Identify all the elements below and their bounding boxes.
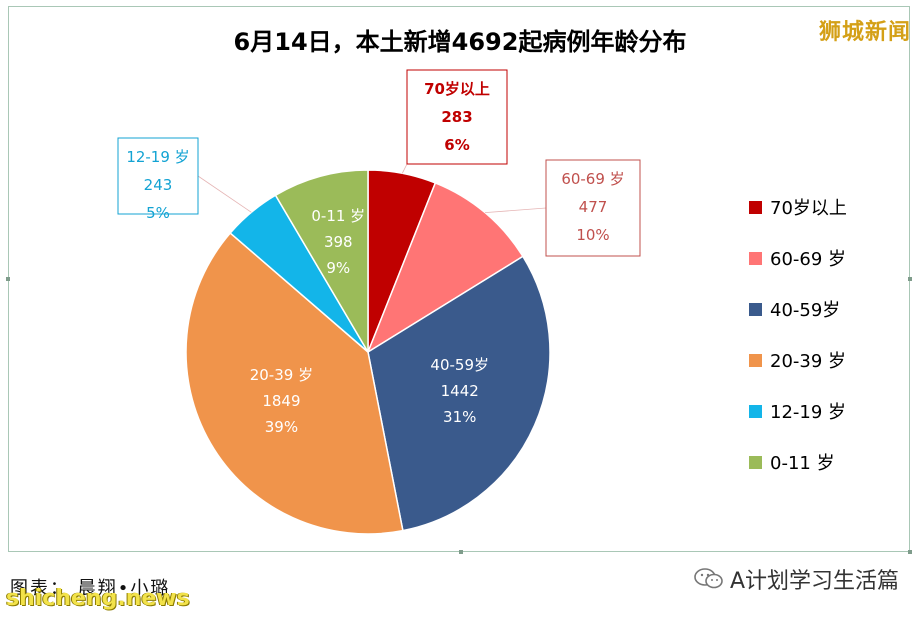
legend-swatch-12-19 [749,405,762,418]
legend-label-40-59: 40-59岁 [770,300,840,321]
legend-swatch-60-69 [749,252,762,265]
data-label-0-11-line: 398 [324,233,353,251]
data-label-0-11-line: 9% [326,259,350,277]
data-label-box-70-plus [406,69,508,165]
data-label-60-69: 60-69 岁 477 10% [545,159,641,257]
data-label-70-plus-line: 283 [441,108,472,126]
legend-item-60-69: 60-69 岁 [749,249,846,270]
legend-swatch-40-59 [749,303,762,316]
data-label-12-19-line: 5% [146,204,170,222]
data-label-60-69-line: 477 [579,198,608,216]
wechat-icon [694,568,724,590]
data-label-20-39-line: 39% [265,418,298,436]
data-label-40-59-line: 40-59岁 [430,356,489,374]
data-label-60-69-line: 60-69 岁 [561,170,624,188]
pie-slice-0-11 [274,169,369,355]
legend-swatch-70-plus [749,201,762,214]
legend-label-20-39: 20-39 岁 [770,351,846,372]
data-label-40-59-line: 1442 [441,382,479,400]
data-label-40-59: 40-59岁 1442 31% [430,356,489,426]
data-label-12-19-line: 243 [144,176,173,194]
pie-slice-40-59 [367,255,551,532]
legend-label-60-69: 60-69 岁 [770,249,846,270]
brand-watermark: 狮城新闻 [818,20,911,45]
data-label-70-plus-line: 70岁以上 [424,80,490,98]
chart-title: 6月14日，本土新增4692起病例年龄分布 [234,28,687,56]
resize-handle-corner[interactable] [908,550,912,554]
legend-swatch-0-11 [749,456,762,469]
data-label-box-12-19 [117,137,199,215]
data-label-0-11: 0-11 岁 398 9% [311,207,365,277]
legend-item-40-59: 40-59岁 [749,300,840,321]
resize-handle-right[interactable] [908,277,912,281]
wechat-account-name: A计划学习生活篇 [729,569,899,594]
legend-item-0-11: 0-11 岁 [749,453,835,474]
legend-label-0-11: 0-11 岁 [770,453,835,474]
wechat-account: A计划学习生活篇 [694,563,899,595]
leader-line-70-plus [401,163,408,174]
data-label-12-19: 12-19 岁 243 5% [117,137,199,222]
data-label-20-39: 20-39 岁 1849 39% [250,366,313,436]
pie-slice-20-39 [185,231,404,535]
data-label-20-39-line: 20-39 岁 [250,366,313,384]
legend-label-12-19: 12-19 岁 [770,402,846,423]
chart-credit: 图表： 晨翔•小璐 [10,578,171,599]
legend-swatch-20-39 [749,354,762,367]
legend-label-70-plus: 70岁以上 [770,198,847,219]
legend-item-12-19: 12-19 岁 [749,402,846,423]
resize-handle-bottom[interactable] [459,550,463,554]
leader-line-60-69 [484,207,547,214]
legend-item-70-plus: 70岁以上 [749,198,847,219]
data-label-60-69-line: 10% [576,226,609,244]
data-label-box-60-69 [545,159,641,257]
resize-handle-left[interactable] [6,277,10,281]
data-label-70-plus: 70岁以上 283 6% [406,69,508,165]
site-watermark: shicheng.news [6,586,190,611]
legend-item-20-39: 20-39 岁 [749,351,846,372]
data-label-12-19-line: 12-19 岁 [126,148,189,166]
pie-slice-60-69 [366,181,524,354]
data-label-70-plus-line: 6% [444,136,469,154]
data-label-0-11-line: 0-11 岁 [311,207,365,225]
data-label-20-39-line: 1849 [262,392,300,410]
leader-line-12-19 [197,175,252,213]
data-label-40-59-line: 31% [443,408,476,426]
